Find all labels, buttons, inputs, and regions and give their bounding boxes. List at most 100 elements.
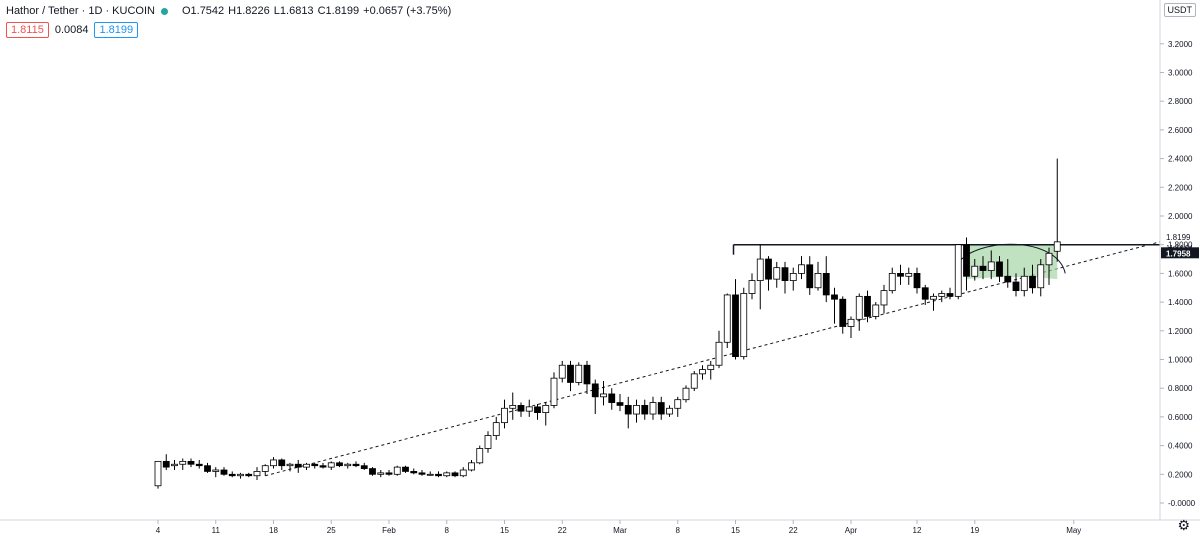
candle-body bbox=[410, 471, 418, 474]
candle-body bbox=[641, 405, 649, 415]
candle-body bbox=[204, 465, 211, 472]
candle-body bbox=[303, 463, 310, 468]
buy-button[interactable]: 1.8199 bbox=[94, 22, 139, 38]
candle-body bbox=[732, 294, 739, 358]
candle-body bbox=[385, 472, 393, 475]
candle-body bbox=[171, 463, 178, 467]
candle-body bbox=[286, 463, 294, 467]
y-tick-label: 1.2000 bbox=[1168, 327, 1193, 336]
candle-body bbox=[220, 469, 228, 475]
candle-body bbox=[443, 472, 451, 477]
candle-body bbox=[699, 369, 706, 375]
candle-body bbox=[855, 295, 863, 320]
candle-body bbox=[583, 364, 591, 385]
candle-body bbox=[674, 399, 682, 409]
candle-body bbox=[426, 473, 434, 476]
candle-body bbox=[798, 264, 805, 274]
candle-body bbox=[773, 267, 781, 280]
candle-body bbox=[212, 469, 220, 472]
candle-body bbox=[666, 407, 673, 415]
candle-body bbox=[616, 402, 624, 406]
candle-body bbox=[459, 469, 467, 477]
x-tick-label: 4 bbox=[156, 526, 161, 535]
gear-icon[interactable]: ⚙ bbox=[1177, 517, 1190, 533]
candle-body bbox=[311, 463, 319, 467]
candle-body bbox=[187, 460, 195, 465]
candle-body bbox=[418, 472, 426, 475]
candle-body bbox=[913, 272, 921, 289]
candle-body bbox=[468, 462, 475, 471]
candle-body bbox=[682, 387, 690, 401]
x-tick-label: May bbox=[1066, 526, 1081, 535]
candle-body bbox=[534, 406, 541, 413]
symbol-title[interactable]: Hathor / Tether · 1D · KUCOIN bbox=[6, 5, 155, 17]
y-tick-label: 0.8000 bbox=[1168, 384, 1193, 393]
candle-body bbox=[393, 466, 401, 475]
candle-body bbox=[905, 272, 913, 277]
candle-body bbox=[253, 471, 261, 477]
y-tick-label: 1.8000 bbox=[1168, 241, 1193, 250]
candle-body bbox=[162, 460, 170, 468]
candle-body bbox=[888, 272, 896, 292]
y-tick-label: 1.4000 bbox=[1168, 298, 1193, 307]
candle-body bbox=[946, 293, 954, 297]
x-tick-label: Feb bbox=[382, 526, 396, 535]
candle-body bbox=[319, 465, 327, 468]
close-value: 1.8199 bbox=[325, 5, 360, 17]
candle-body bbox=[228, 473, 236, 477]
candle-body bbox=[806, 264, 814, 289]
candle-body bbox=[377, 472, 385, 475]
candle-body bbox=[748, 280, 756, 294]
y-tick-label: 1.6000 bbox=[1168, 269, 1193, 278]
candle-body bbox=[839, 298, 847, 327]
plot-area[interactable] bbox=[154, 158, 1161, 489]
candle-body bbox=[897, 272, 904, 277]
y-tick-label: 1.0000 bbox=[1168, 356, 1193, 365]
x-tick-label: 18 bbox=[269, 526, 278, 535]
candle-body bbox=[451, 472, 459, 477]
candle-body bbox=[831, 294, 838, 300]
price-axis[interactable]: 3.2000 3.0000 2.8000 2.6000 2.4000 2.2000 2.00… bbox=[1159, 0, 1196, 520]
candle-body bbox=[558, 364, 566, 379]
candle-body bbox=[789, 272, 797, 281]
candle-body bbox=[987, 261, 995, 271]
y-tick-label: 0.4000 bbox=[1168, 442, 1193, 451]
open-label: O bbox=[181, 5, 191, 17]
x-tick-label: 25 bbox=[327, 526, 336, 535]
x-tick-label: 8 bbox=[676, 526, 681, 535]
market-status-icon bbox=[160, 7, 168, 15]
currency-badge[interactable]: USDT bbox=[1163, 3, 1196, 17]
low-label: L bbox=[273, 5, 280, 17]
high-value: 1.8226 bbox=[236, 5, 270, 17]
candle-body bbox=[327, 462, 335, 468]
sell-button[interactable]: 1.8115 bbox=[6, 22, 49, 38]
time-axis[interactable]: 4 11 18 25 Feb 8 15 22 Mar 8 15 22 Apr 12 19 May bbox=[0, 519, 1200, 535]
y-tick-label: 0.2000 bbox=[1168, 470, 1193, 479]
candle-body bbox=[1045, 252, 1053, 266]
candle-body bbox=[954, 244, 962, 297]
candle-body bbox=[600, 393, 607, 398]
candle-body bbox=[154, 460, 162, 487]
candle-body bbox=[1037, 264, 1045, 289]
candle-body bbox=[723, 294, 731, 343]
y-tick-label: 0.6000 bbox=[1168, 413, 1193, 422]
x-tick-label: 15 bbox=[731, 526, 740, 535]
candle-body bbox=[492, 422, 500, 436]
candle-body bbox=[435, 473, 442, 477]
marker-price-label: 1.7958 bbox=[1166, 249, 1191, 258]
candle-body bbox=[938, 293, 946, 297]
candle-body bbox=[509, 405, 517, 409]
candle-body bbox=[575, 364, 583, 383]
y-tick-label: 2.2000 bbox=[1168, 183, 1193, 192]
candle-body bbox=[278, 459, 286, 467]
candle-body bbox=[781, 267, 789, 281]
x-tick-label: 22 bbox=[558, 526, 567, 535]
candle-body bbox=[963, 244, 970, 277]
y-tick-label: 2.6000 bbox=[1168, 126, 1193, 135]
candle-body bbox=[542, 405, 550, 413]
candle-body bbox=[336, 462, 343, 467]
x-tick-label: Apr bbox=[845, 526, 858, 535]
y-tick-label: 2.0000 bbox=[1168, 212, 1193, 221]
